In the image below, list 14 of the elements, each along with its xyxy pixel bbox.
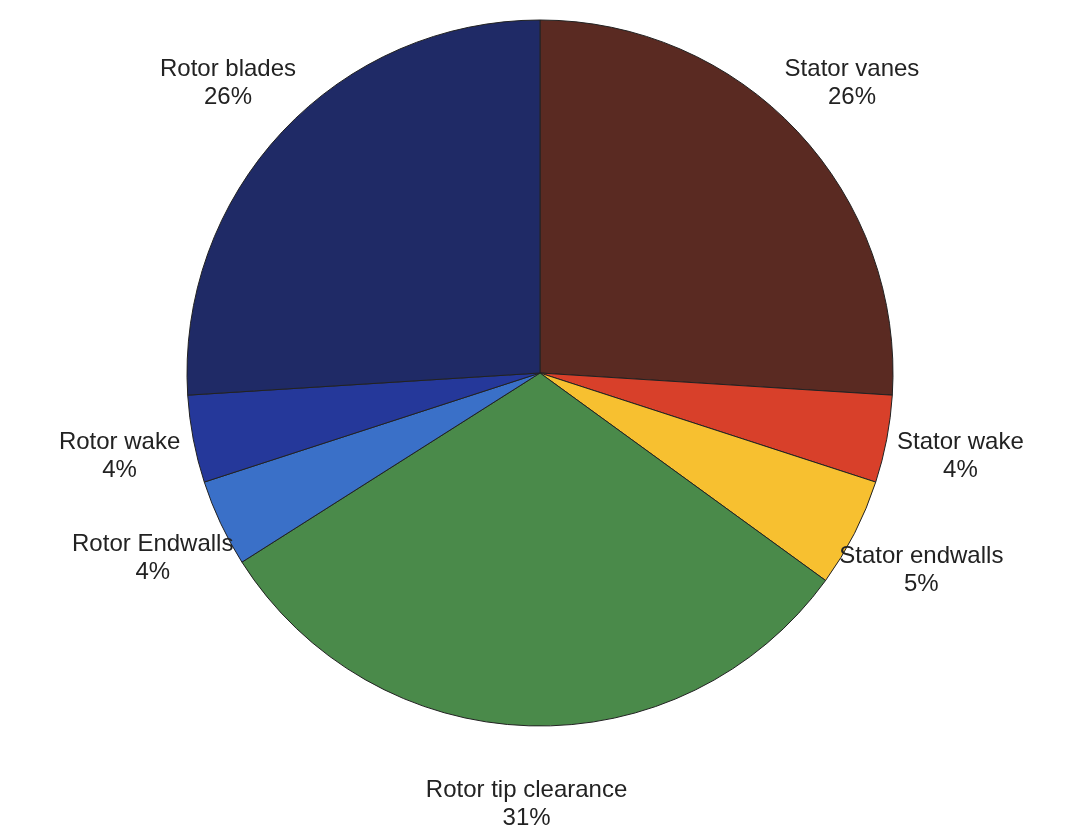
slice-label: Rotor Endwalls <box>72 529 234 557</box>
slice-label: Rotor wake <box>58 427 181 455</box>
slice-label: Rotor blades <box>159 54 297 82</box>
data-label: 5% <box>904 569 939 597</box>
data-label: 31% <box>502 802 551 830</box>
data-label: 4% <box>102 455 137 483</box>
data-label: 26% <box>203 82 253 110</box>
slice-label: Stator vanes <box>784 54 920 82</box>
slice-label: Stator endwalls <box>839 541 1004 569</box>
slice-label: Stator wake <box>897 427 1024 455</box>
slice-label: Rotor tip clearance <box>425 774 628 802</box>
data-label: 4% <box>135 557 171 585</box>
data-label: 4% <box>943 455 978 483</box>
data-label: 26% <box>827 82 877 110</box>
